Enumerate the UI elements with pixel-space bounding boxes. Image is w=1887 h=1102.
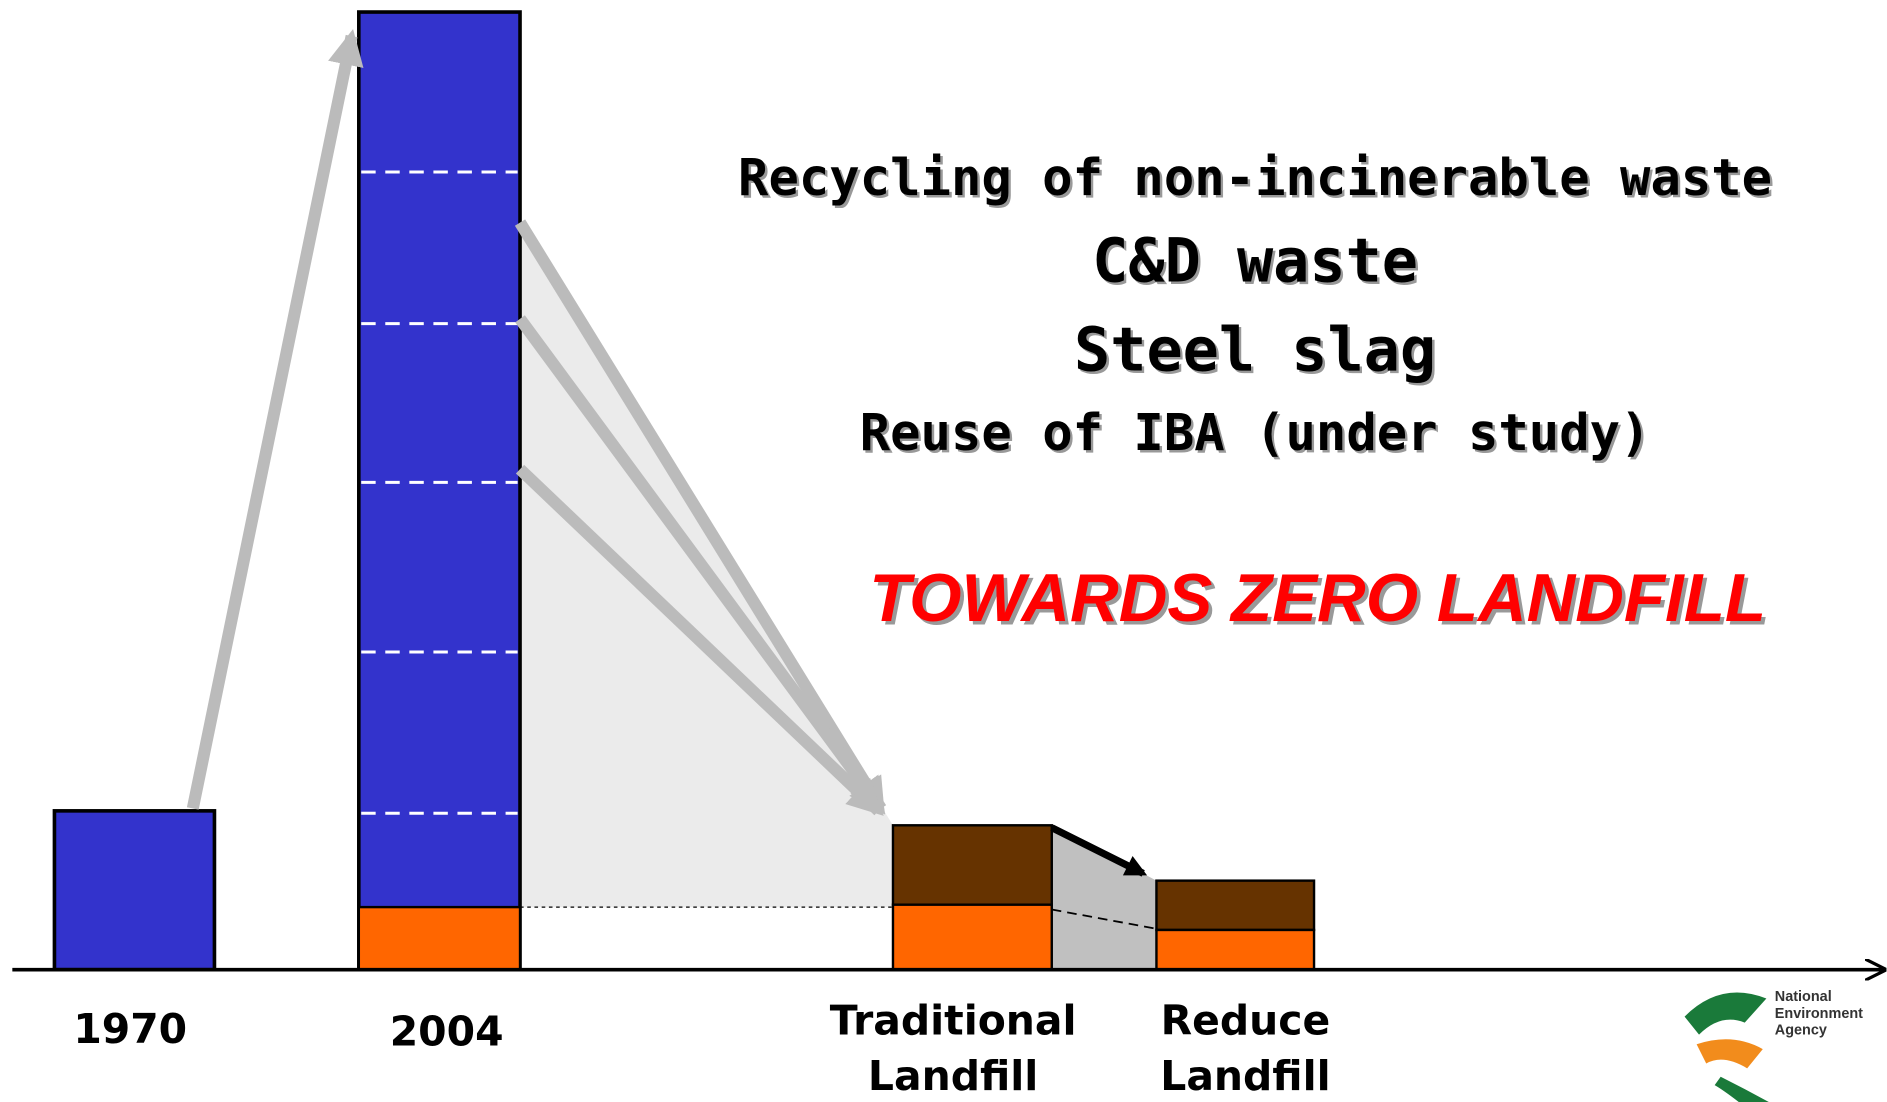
logo-text: Environment	[1775, 1006, 1863, 1022]
label: Traditional	[830, 997, 1077, 1045]
bar-dividers	[361, 170, 518, 815]
headline-shadow: Steel slag	[1076, 318, 1438, 388]
headline: Reuse of IBA (under study)	[860, 403, 1651, 462]
bar-traditional-base	[891, 903, 1053, 971]
label: Reduce	[1161, 997, 1331, 1045]
bar-1970	[52, 809, 217, 972]
headline-shadow: Reuse of IBA (under study)	[862, 405, 1653, 464]
reduction-area	[1051, 825, 1157, 970]
label: 1970	[73, 1005, 187, 1053]
headline-shadow: Recycling of non-incinerable waste	[740, 150, 1774, 209]
growth-arrows	[186, 29, 887, 816]
headline: C&D waste	[1092, 227, 1418, 297]
reduce-arrow	[1050, 824, 1148, 877]
bar-reduce-base	[1155, 928, 1316, 971]
bar-2004-base	[357, 905, 522, 971]
slogan: TOWARDS ZERO LANDFILL	[869, 561, 1766, 636]
bar-reduce-top	[1155, 879, 1316, 932]
slogan-shadow: TOWARDS ZERO LANDFILL	[873, 564, 1770, 639]
headline-shadow: C&D waste	[1095, 229, 1421, 299]
headline: Recycling of non-incinerable waste	[738, 148, 1772, 207]
label: Landfill	[1160, 1052, 1330, 1100]
bar-traditional-top	[891, 824, 1053, 906]
dashed-line	[1051, 908, 1157, 930]
bar-2004	[357, 10, 522, 972]
label: 2004	[390, 1007, 504, 1055]
logo: National Environment Agency	[1684, 989, 1863, 1102]
label: Landfill	[868, 1052, 1038, 1100]
logo-text: National	[1775, 989, 1832, 1005]
headline: Steel slag	[1074, 316, 1436, 386]
logo-text: Agency	[1775, 1023, 1827, 1039]
